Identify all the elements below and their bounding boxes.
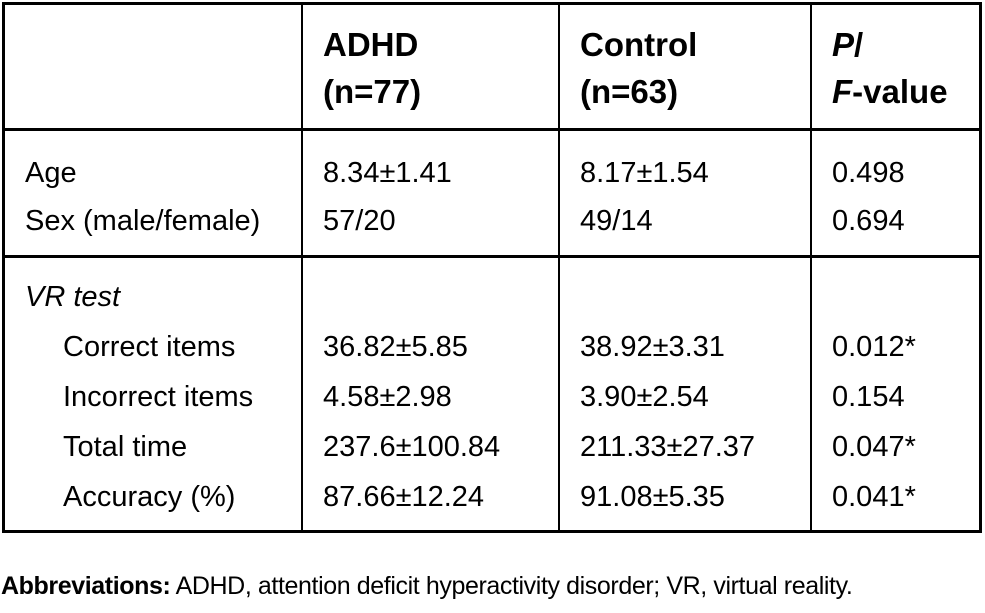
- incorrect-items-pf-value: 0.154: [832, 381, 905, 413]
- header-adhd-line2: (n=77): [323, 73, 422, 110]
- total-time-control-value: 211.33±27.37: [580, 431, 756, 463]
- f-value-suffix: -value: [852, 73, 948, 110]
- vr-labels-cell: VR test Correct items Incorrect items To…: [5, 255, 301, 530]
- f-symbol: F: [832, 73, 853, 110]
- abbreviations-footnote: Abbreviations: ADHD, attention deficit h…: [1, 572, 853, 601]
- incorrect-items-adhd-value: 4.58±2.98: [323, 381, 452, 413]
- demographics-pf-cell: 0.498 0.694: [810, 128, 979, 255]
- header-empty-cell: [5, 5, 301, 128]
- age-control-value: 8.17±1.54: [580, 157, 709, 189]
- sex-adhd-value: 57/20: [323, 205, 396, 237]
- age-pf-value: 0.498: [832, 157, 905, 189]
- row-label-sex: Sex (male/female): [25, 205, 261, 237]
- row-label-incorrect-items: Incorrect items: [63, 381, 254, 413]
- vr-section-label: VR test: [25, 281, 121, 313]
- row-label-total-time: Total time: [63, 431, 188, 463]
- pf-slash: /: [854, 26, 864, 63]
- header-control-line2: (n=63): [580, 73, 679, 110]
- vr-adhd-spacer: [323, 272, 558, 322]
- abbreviations-label: Abbreviations:: [1, 572, 171, 600]
- vr-control-spacer: [580, 272, 810, 322]
- sex-control-value: 49/14: [580, 205, 653, 237]
- header-pf-line1: P/: [832, 21, 979, 68]
- total-time-adhd-value: 237.6±100.84: [323, 431, 501, 463]
- header-cell-adhd: ADHD (n=77): [301, 5, 558, 128]
- header-pf-line2: F-value: [832, 68, 979, 115]
- accuracy-control-value: 91.08±5.35: [580, 481, 725, 513]
- vr-adhd-cell: 36.82±5.85 4.58±2.98 237.6±100.84 87.66±…: [301, 255, 558, 530]
- vr-pf-spacer: [832, 272, 979, 322]
- accuracy-adhd-value: 87.66±12.24: [323, 481, 485, 513]
- demographics-adhd-cell: 8.34±1.41 57/20: [301, 128, 558, 255]
- abbreviations-text: ADHD, attention deficit hyperactivity di…: [170, 572, 853, 600]
- incorrect-items-control-value: 3.90±2.54: [580, 381, 709, 413]
- data-table: ADHD (n=77) Control (n=63) P/ F-value Ag…: [2, 2, 982, 533]
- correct-items-adhd-value: 36.82±5.85: [323, 331, 468, 363]
- header-adhd-line1: ADHD: [323, 26, 419, 63]
- accuracy-pf-value: 0.041*: [832, 481, 916, 513]
- total-time-pf-value: 0.047*: [832, 431, 916, 463]
- vr-pf-cell: 0.012* 0.154 0.047* 0.041*: [810, 255, 979, 530]
- row-label-correct-items: Correct items: [63, 331, 236, 363]
- demographics-labels-cell: Age Sex (male/female): [5, 128, 301, 255]
- header-cell-control: Control (n=63): [558, 5, 810, 128]
- row-label-accuracy: Accuracy (%): [63, 481, 236, 513]
- header-cell-pf-value: P/ F-value: [810, 5, 979, 128]
- correct-items-control-value: 38.92±3.31: [580, 331, 725, 363]
- p-symbol: P: [832, 26, 855, 63]
- correct-items-pf-value: 0.012*: [832, 331, 916, 363]
- row-label-age: Age: [25, 157, 77, 189]
- age-adhd-value: 8.34±1.41: [323, 157, 452, 189]
- vr-control-cell: 38.92±3.31 3.90±2.54 211.33±27.37 91.08±…: [558, 255, 810, 530]
- sex-pf-value: 0.694: [832, 205, 905, 237]
- demographics-control-cell: 8.17±1.54 49/14: [558, 128, 810, 255]
- header-control-line1: Control: [580, 26, 698, 63]
